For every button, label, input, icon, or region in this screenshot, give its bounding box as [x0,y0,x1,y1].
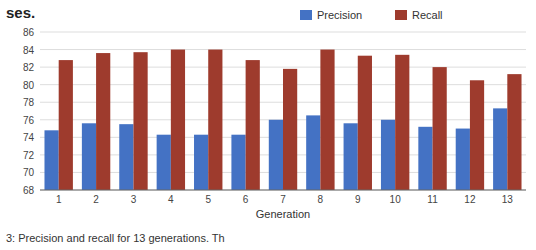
x-tick-label: 8 [318,194,324,205]
caption: 3: Precision and recall for 13 generatio… [6,232,225,244]
bar [507,74,521,190]
grid-line [40,190,526,191]
y-tick-label: 70 [23,167,35,178]
legend-label: Precision [317,9,362,21]
chart: ses.PrecisionRecall687072747678808284861… [0,0,536,250]
x-axis-label: Generation [256,208,310,220]
bar [231,135,245,190]
y-tick-label: 76 [23,115,35,126]
x-tick-label: 3 [131,194,137,205]
bar [283,69,297,190]
bar [269,120,283,190]
y-tick-label: 78 [23,97,35,108]
bar [246,60,260,190]
x-tick-label: 9 [355,194,361,205]
bar [59,60,73,190]
bar [344,123,358,190]
legend-label: Recall [412,9,443,21]
x-tick-label: 12 [464,194,476,205]
y-tick-label: 82 [23,62,35,73]
y-tick-label: 74 [23,132,35,143]
y-tick-label: 72 [23,150,35,161]
bars [44,50,521,190]
x-tick-label: 1 [56,194,62,205]
bar [96,53,110,190]
bar [82,123,96,190]
bar [44,130,58,190]
bar [171,50,185,190]
x-axis-line [40,190,526,191]
y-tick-label: 80 [23,80,35,91]
title: ses. [6,4,35,21]
legend-swatch [395,10,407,20]
bar [208,50,222,190]
bar [358,56,372,190]
bar [418,127,432,190]
x-tick-label: 4 [168,194,174,205]
x-tick-label: 13 [502,194,514,205]
bar [395,55,409,190]
x-tick-label: 11 [427,194,438,205]
grid-line [40,32,526,33]
x-tick-label: 2 [93,194,99,205]
x-tick-label: 7 [280,194,286,205]
bar [119,124,133,190]
y-tick-label: 84 [23,45,35,56]
bar [306,115,320,190]
bar [470,80,484,190]
grid-line [40,67,526,68]
bar [493,108,507,190]
x-tick-label: 5 [205,194,211,205]
legend-swatch [300,10,312,20]
x-tick-label: 6 [243,194,249,205]
bar [194,135,208,190]
bar [456,129,470,190]
bar [157,135,171,190]
bar [381,120,395,190]
bar [320,50,334,190]
bar [433,67,447,190]
bar [133,52,147,190]
x-tick-label: 10 [390,194,402,205]
legend: Precision Recall [300,9,443,21]
grid-line [40,49,526,50]
y-tick-label: 86 [23,27,35,38]
y-tick-label: 68 [23,185,35,196]
